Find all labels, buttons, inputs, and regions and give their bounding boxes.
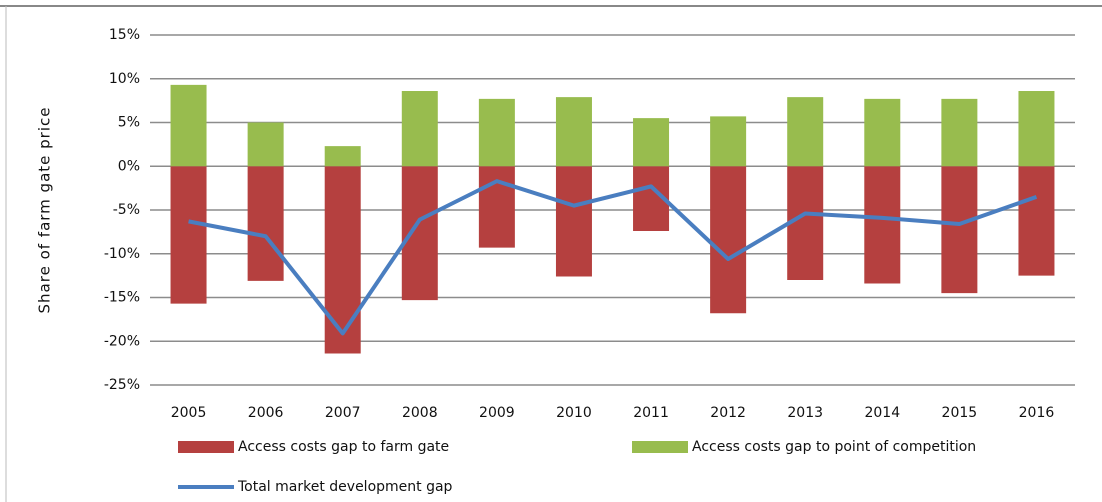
y-axis-label: Share of farm gate price (36, 107, 54, 314)
legend-label: Access costs gap to point of competition (692, 439, 976, 455)
y-tick-label: 0% (118, 158, 140, 174)
bar (787, 97, 824, 167)
y-tick-label: 5% (118, 115, 140, 131)
legend-label: Total market development gap (237, 479, 453, 495)
x-tick-label: 2011 (633, 405, 669, 421)
bar (401, 166, 438, 301)
bar (324, 146, 361, 167)
bar (478, 166, 515, 248)
line (188, 179, 1038, 336)
legend-swatch (632, 441, 688, 453)
y-tick-label: -5% (113, 202, 140, 218)
x-tick-label: 2012 (710, 405, 746, 421)
y-tick-label: -15% (104, 290, 140, 306)
bar (401, 91, 438, 167)
legend-swatch (178, 441, 234, 453)
bar (247, 166, 284, 281)
bar (864, 166, 901, 284)
x-tick-label: 2016 (1019, 405, 1055, 421)
legend-label: Access costs gap to farm gate (238, 439, 449, 455)
bar (170, 84, 207, 167)
bar (710, 166, 747, 314)
y-tick-label: 10% (109, 71, 140, 87)
x-tick-label: 2010 (556, 405, 592, 421)
bar (555, 166, 592, 277)
x-tick-label: 2013 (787, 405, 823, 421)
bar (247, 122, 284, 167)
bar (941, 166, 978, 294)
bar (170, 166, 207, 304)
y-tick-label: 15% (109, 27, 140, 43)
x-tick-label: 2005 (171, 405, 207, 421)
y-tick-label: -25% (104, 377, 140, 393)
y-tick-label: -20% (104, 333, 140, 349)
bar (478, 98, 515, 167)
bar (710, 116, 747, 167)
bar (1018, 91, 1055, 167)
bar (941, 98, 978, 167)
bar (864, 98, 901, 167)
x-tick-label: 2006 (248, 405, 284, 421)
x-tick-label: 2009 (479, 405, 515, 421)
y-tick-label: -10% (104, 246, 140, 262)
bar (1018, 166, 1055, 276)
bar (787, 166, 824, 280)
x-tick-label: 2015 (942, 405, 978, 421)
x-tick-label: 2008 (402, 405, 438, 421)
x-tick-label: 2007 (325, 405, 361, 421)
x-tick-label: 2014 (864, 405, 900, 421)
bar (555, 97, 592, 167)
bar (324, 166, 361, 354)
bar (633, 118, 670, 167)
